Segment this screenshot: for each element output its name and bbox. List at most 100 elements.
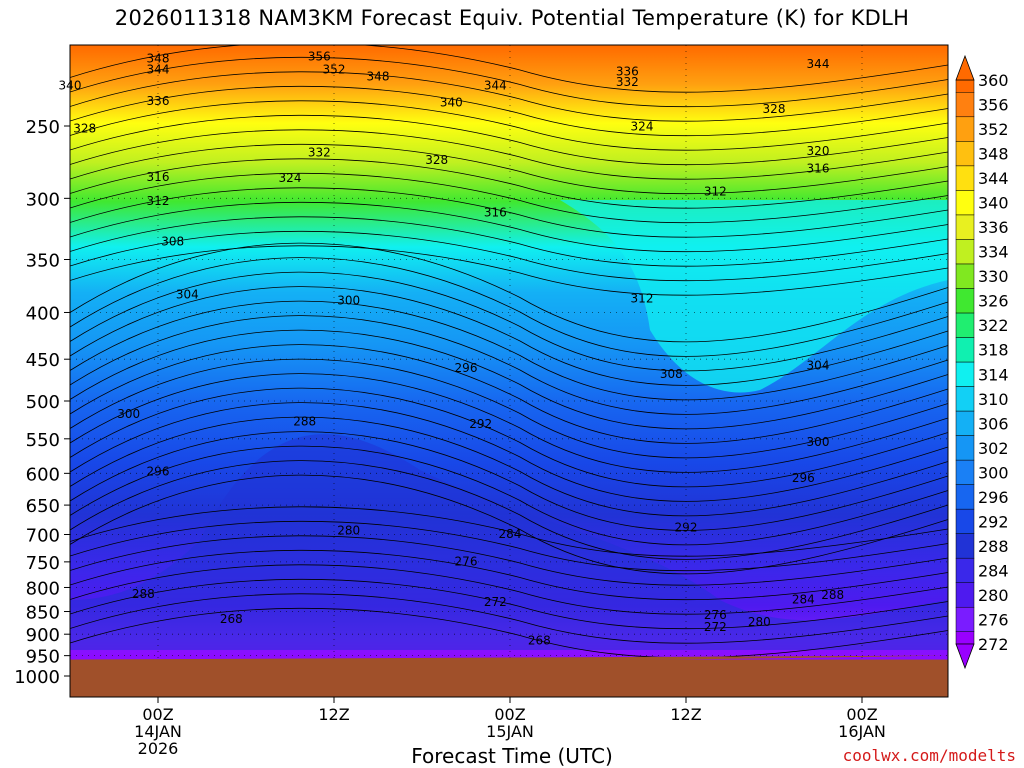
- warm-plume: [560, 200, 948, 393]
- contour-label: 292: [675, 521, 698, 535]
- colorbar-swatch: [955, 410, 975, 436]
- colorbar-label: 318: [978, 341, 1009, 360]
- contour-label: 332: [308, 146, 331, 160]
- colorbar-label: 314: [978, 365, 1009, 384]
- colorbar-label: 280: [978, 586, 1009, 605]
- colorbar-swatch: [955, 435, 975, 461]
- y-tick-label: 850: [26, 603, 60, 624]
- x-day-label: 16JAN: [838, 722, 886, 741]
- contour-label: 300: [807, 435, 830, 449]
- contour-label: 316: [484, 205, 507, 219]
- colorbar-swatch: [955, 508, 975, 534]
- colorbar-label: 306: [978, 414, 1009, 433]
- plot-frame: [69, 44, 949, 698]
- contour-label: 320: [807, 144, 830, 158]
- colorbar-swatch: [955, 606, 975, 632]
- y-tick-label: 700: [26, 525, 60, 546]
- contour-label: 344: [484, 78, 507, 92]
- y-tick-label: 300: [26, 189, 60, 210]
- grid-lines: [70, 45, 948, 697]
- contour-label: 324: [279, 171, 302, 185]
- contour-label: 304: [176, 287, 199, 301]
- contour-label: 288: [293, 415, 316, 429]
- ground: [70, 659, 948, 697]
- contour-label: 328: [763, 102, 786, 116]
- colorbar-top-arrow: [955, 54, 975, 81]
- colorbar-swatch: [955, 361, 975, 387]
- y-tick-label: 750: [26, 553, 60, 574]
- colorbar-label: 322: [978, 316, 1009, 335]
- contour-label: 300: [337, 293, 360, 307]
- contour-label: 316: [807, 161, 830, 175]
- contour-label: 268: [220, 612, 243, 626]
- contour-label: 304: [807, 359, 830, 373]
- y-tick-label: 450: [26, 350, 60, 371]
- contour-label: 348: [367, 70, 390, 84]
- contour-label: 272: [704, 620, 727, 634]
- contour-label: 292: [469, 417, 492, 431]
- colorbar-swatch: [955, 79, 975, 93]
- colorbar-swatch: [955, 631, 975, 645]
- colorbar-label: 344: [978, 169, 1009, 188]
- y-tick-label: 600: [26, 464, 60, 485]
- colorbar-label: 348: [978, 145, 1009, 164]
- colorbar-swatch: [955, 190, 975, 216]
- contour-label: 280: [337, 523, 360, 537]
- contour-label: 312: [631, 291, 654, 305]
- contour-label: 344: [807, 57, 830, 71]
- colorbar-swatch: [955, 557, 975, 583]
- colorbar-swatch: [955, 141, 975, 167]
- contour-label: 276: [455, 555, 478, 569]
- colorbar-label: 284: [978, 561, 1009, 580]
- colorbar-swatch: [955, 386, 975, 412]
- x-tick-label: 12Z: [670, 705, 701, 724]
- contour-label: 336: [616, 64, 639, 78]
- colorbar-swatch: [955, 263, 975, 289]
- contour-label: 308: [161, 235, 184, 249]
- contour-label: 296: [455, 361, 478, 375]
- contour-label: 312: [704, 185, 727, 199]
- y-tick-label: 950: [26, 647, 60, 668]
- contour-label: 344: [147, 62, 170, 76]
- contour-label: 340: [440, 95, 463, 109]
- colorbar-label: 292: [978, 512, 1009, 531]
- colorbar: 272 276 280 284 288 292 296 300 302 306 310 314 318 3…: [955, 54, 1009, 670]
- chart-title: 2026011318 NAM3KM Forecast Equiv. Potent…: [114, 6, 910, 30]
- colorbar-swatch: [955, 533, 975, 559]
- colorbar-swatch: [955, 239, 975, 265]
- contour-label: 328: [73, 121, 96, 135]
- contour-label: 328: [425, 153, 448, 167]
- cold-dome: [70, 434, 948, 650]
- colorbar-swatch: [955, 165, 975, 191]
- contour-label: 324: [631, 120, 654, 134]
- colorbar-label: 352: [978, 120, 1009, 139]
- contour-label: 296: [792, 471, 815, 485]
- contour-label: 300: [117, 407, 140, 421]
- y-tick-label: 650: [26, 496, 60, 517]
- colorbar-label: 334: [978, 243, 1009, 262]
- colorbar-swatch: [955, 214, 975, 240]
- colorbar-swatch: [955, 116, 975, 142]
- contour-label: 268: [528, 634, 551, 648]
- contour-label: 280: [748, 615, 771, 629]
- colorbar-swatch: [955, 582, 975, 608]
- colorbar-label: 302: [978, 439, 1009, 458]
- contour-label: 284: [792, 593, 815, 607]
- contour-label: 348: [147, 51, 170, 65]
- colorbar-label: 330: [978, 267, 1009, 286]
- contour-label: 332: [616, 75, 639, 89]
- contour-label: 356: [308, 50, 331, 64]
- colorbar-swatch: [955, 459, 975, 485]
- x-tick-label: 00Z: [494, 705, 525, 724]
- colorbar-label: 356: [978, 96, 1009, 115]
- contour-label: 296: [147, 464, 170, 478]
- x-tick-label: 00Z: [142, 705, 173, 724]
- colorbar-swatch: [955, 337, 975, 363]
- y-tick-label: 550: [26, 430, 60, 451]
- colorbar-label: 276: [978, 610, 1009, 629]
- colorbar-bottom-arrow: [955, 643, 975, 670]
- contour-label: 272: [484, 595, 507, 609]
